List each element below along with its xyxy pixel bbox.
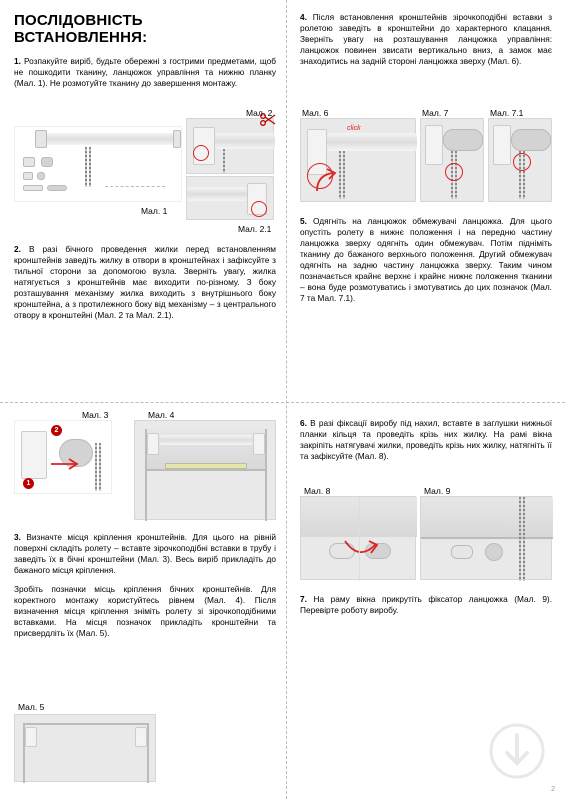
fig-3: 1 2 — [14, 420, 112, 494]
step-4-text: 4. Після встановлення кронштейнів зірочк… — [300, 12, 552, 67]
step-3-text: 3. Визначте місця кріплення кронштейнів.… — [14, 532, 276, 576]
fig-21-label: Мал. 2.1 — [238, 224, 271, 234]
fig-7-1 — [488, 118, 552, 202]
step-1-text: 1. Розпакуйте виріб, будьте обережні з г… — [14, 56, 276, 89]
fig-2 — [186, 118, 274, 174]
fig-71-label: Мал. 7.1 — [490, 108, 523, 118]
click-label: click — [347, 125, 361, 132]
step-6-text: 6. В разі фіксації виробу під нахил, вст… — [300, 418, 552, 462]
fig-4-label: Мал. 4 — [148, 410, 174, 420]
fig-1-label: Мал. 1 — [141, 206, 167, 216]
fig-9-label: Мал. 9 — [424, 486, 450, 496]
step-marker-2: 2 — [51, 425, 62, 436]
step-5-text: 5. Одягніть на ланцюжок обмежувачі ланцю… — [300, 216, 552, 304]
fig-6-label: Мал. 6 — [302, 108, 328, 118]
arrow-icon — [313, 167, 341, 195]
fig-7 — [420, 118, 484, 202]
fig-7-label: Мал. 7 — [422, 108, 448, 118]
fig-2-label: Мал. 2 — [246, 108, 272, 118]
fig-4 — [134, 420, 276, 520]
fig-1 — [14, 126, 182, 202]
step-3b-text: Зробіть позначки місць кріплення бічних … — [14, 584, 276, 639]
page-title: ПОСЛІДОВНІСТЬ ВСТАНОВЛЕННЯ: — [14, 12, 276, 46]
fig-6: click — [300, 118, 416, 202]
fig-9 — [420, 496, 552, 580]
fig-8-label: Мал. 8 — [304, 486, 330, 496]
page-number: 2 — [551, 786, 555, 793]
fig-5 — [14, 714, 156, 782]
fig-2-1 — [186, 176, 274, 220]
arrow-icon — [49, 457, 83, 471]
step-7-text: 7. На раму вікна прикрутіть фіксатор лан… — [300, 594, 552, 616]
step-2-text: 2. В разі бічного проведення жилки перед… — [14, 244, 276, 321]
step-marker-1: 1 — [23, 478, 34, 489]
fig-3-label: Мал. 3 — [82, 410, 108, 420]
fig-5-label: Мал. 5 — [18, 702, 44, 712]
fig-8 — [300, 496, 416, 580]
watermark-icon — [487, 721, 547, 781]
arrow-icon — [341, 537, 381, 567]
